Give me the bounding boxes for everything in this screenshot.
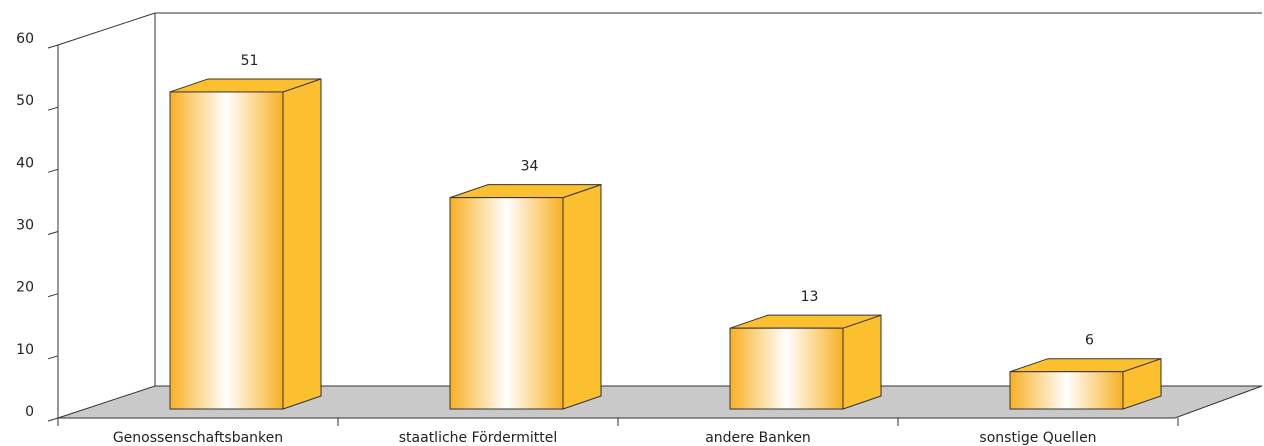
bar-front <box>729 327 844 410</box>
tick-mark <box>47 231 59 235</box>
tick-mark <box>47 44 59 49</box>
y-tick-label: 60 <box>16 31 34 47</box>
bar-side <box>282 78 322 410</box>
bar <box>449 183 602 410</box>
y-tick-label: 0 <box>25 404 34 420</box>
value-label: 51 <box>241 53 259 69</box>
bar <box>729 314 882 410</box>
bar <box>169 78 322 410</box>
y-tick-label: 40 <box>16 155 34 171</box>
value-label: 34 <box>521 159 539 175</box>
x-tick-label: staatliche Fördermittel <box>399 430 558 446</box>
y-tick-label: 50 <box>16 93 34 109</box>
bar-front <box>169 91 284 410</box>
tick-mark <box>47 417 59 422</box>
tick-mark <box>47 106 59 111</box>
x-tick-label: Genossenschaftsbanken <box>113 430 283 446</box>
bar-front <box>1009 371 1124 410</box>
tick-mark <box>47 293 59 298</box>
value-label: 6 <box>1085 333 1094 349</box>
bar-side <box>842 314 882 410</box>
tick-mark <box>47 355 59 360</box>
x-tick-label: andere Banken <box>705 430 811 446</box>
y-tick-label: 10 <box>16 342 34 358</box>
value-label: 13 <box>801 289 819 305</box>
tick-mark <box>47 168 59 173</box>
bar-side <box>562 183 602 410</box>
y-tick-label: 20 <box>16 280 34 296</box>
back-wall <box>57 12 1262 46</box>
bar-front <box>449 197 564 410</box>
y-tick-label: 30 <box>16 218 34 234</box>
bar <box>1009 358 1162 410</box>
x-tick-label: sonstige Quellen <box>979 430 1096 446</box>
